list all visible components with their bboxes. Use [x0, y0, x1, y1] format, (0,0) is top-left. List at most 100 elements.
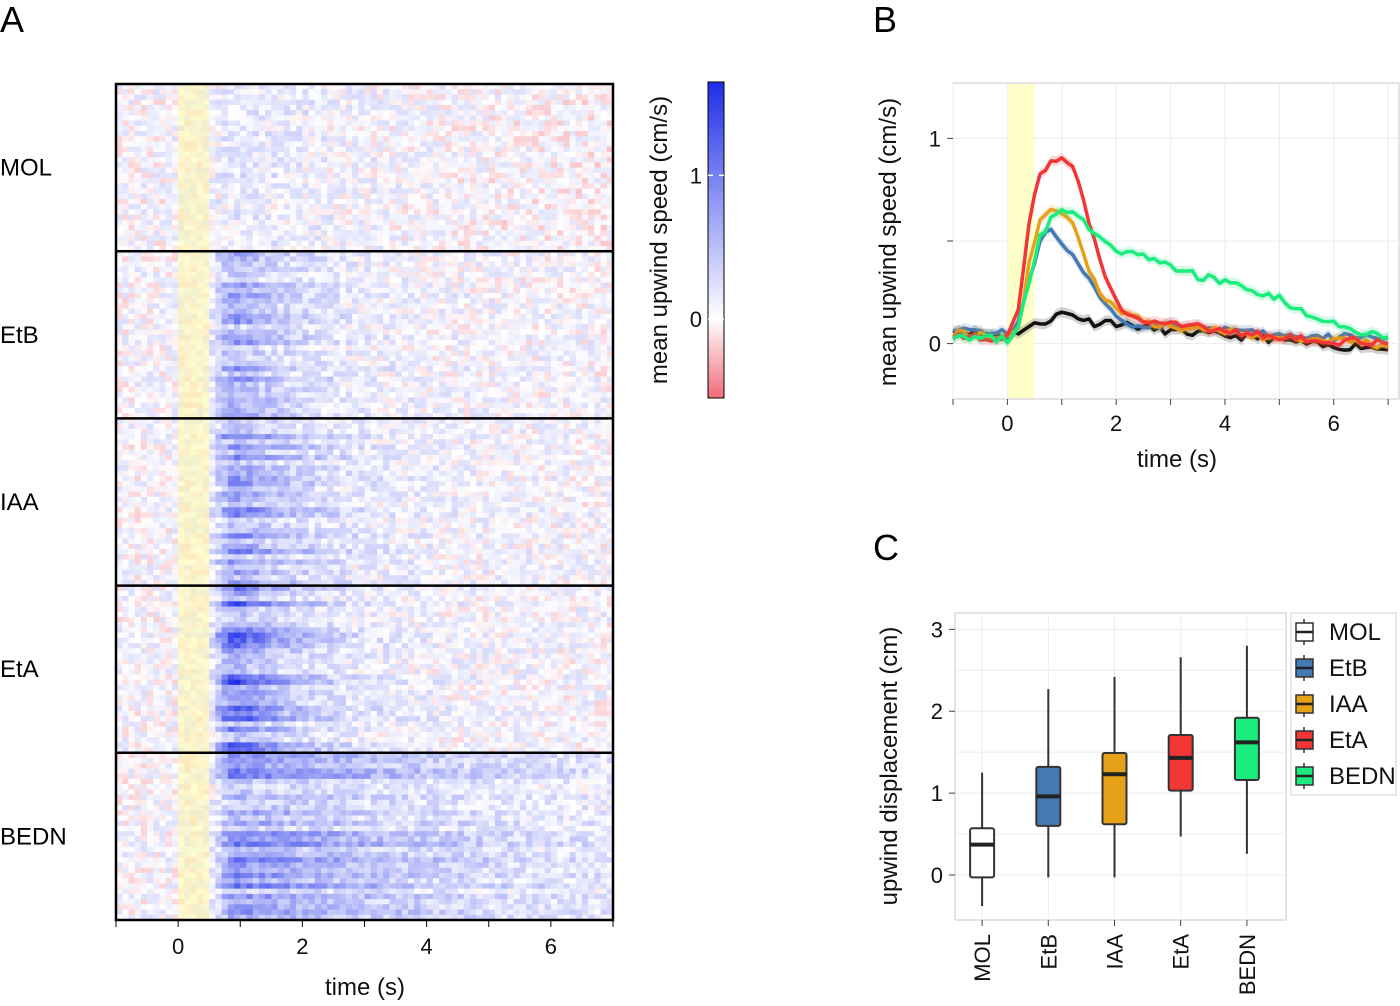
- heatmap-cell: [482, 256, 490, 263]
- heatmap-cell: [463, 282, 471, 289]
- heatmap-cell: [116, 293, 123, 299]
- heatmap-cell: [606, 230, 614, 236]
- heatmap-cell: [234, 110, 241, 116]
- heatmap-cell: [606, 235, 614, 242]
- heatmap-cell: [432, 167, 440, 174]
- heatmap-cell: [234, 324, 241, 330]
- heatmap-cell: [265, 167, 272, 174]
- heatmap-cell: [308, 319, 316, 325]
- heatmap-cell: [289, 193, 297, 200]
- heatmap-cell: [327, 272, 334, 278]
- heatmap-cell: [122, 334, 129, 341]
- heatmap-cell: [308, 261, 316, 268]
- heatmap-cell: [376, 188, 384, 195]
- heatmap-cell: [265, 245, 272, 252]
- heatmap-cell: [140, 131, 148, 137]
- heatmap-cell: [227, 94, 235, 101]
- heatmap-cell: [476, 360, 483, 367]
- heatmap-cell: [240, 146, 247, 153]
- heatmap-cell: [482, 319, 490, 325]
- heatmap-cell: [246, 355, 254, 362]
- heatmap-cell: [414, 272, 421, 278]
- heatmap-cell: [153, 230, 160, 236]
- heatmap-cell: [526, 376, 533, 383]
- heatmap-cell: [606, 94, 614, 101]
- heatmap-cell: [569, 104, 577, 111]
- heatmap-cell: [302, 397, 309, 404]
- heatmap-cell: [302, 188, 309, 195]
- heatmap-cell: [333, 193, 341, 200]
- heatmap-cell: [159, 293, 167, 299]
- heatmap-cell: [221, 120, 229, 127]
- heatmap-cell: [569, 350, 577, 357]
- heatmap-cell: [352, 256, 359, 263]
- heatmap-cell: [494, 162, 502, 169]
- heatmap-cell: [407, 110, 415, 116]
- heatmap-cell: [134, 282, 142, 289]
- heatmap-cell: [439, 355, 446, 362]
- heatmap-cell: [544, 104, 552, 111]
- heatmap-cell: [575, 193, 583, 200]
- heatmap-cell: [252, 261, 260, 268]
- heatmap-cell: [153, 266, 160, 273]
- heatmap-cell: [470, 376, 477, 383]
- heatmap-cell: [128, 136, 136, 142]
- heatmap-cell: [414, 308, 421, 315]
- heatmap-cell: [234, 167, 241, 174]
- heatmap-cell: [389, 188, 396, 195]
- heatmap-cell: [501, 115, 508, 121]
- heatmap-cell: [258, 131, 266, 137]
- heatmap-cell: [401, 371, 409, 378]
- heatmap-cell: [370, 381, 378, 388]
- heatmap-cell: [252, 225, 260, 231]
- heatmap-cell: [470, 355, 477, 362]
- heatmap-cell: [488, 277, 496, 283]
- heatmap-cell: [339, 303, 347, 310]
- heatmap-cell: [122, 219, 129, 226]
- heatmap-cell: [240, 319, 247, 325]
- heatmap-cell: [327, 324, 334, 330]
- heatmap-cell: [271, 303, 278, 310]
- heatmap-cell: [569, 298, 577, 304]
- heatmap-cell: [414, 162, 421, 169]
- heatmap-cell: [345, 157, 353, 163]
- heatmap-cell: [302, 345, 309, 351]
- heatmap-cell: [575, 298, 583, 304]
- heatmap-cell: [376, 308, 384, 315]
- heatmap-cell: [476, 345, 483, 351]
- heatmap-cell: [265, 198, 272, 205]
- heatmap-cell: [258, 407, 266, 414]
- heatmap-cell: [451, 172, 459, 179]
- heatmap-cell: [147, 251, 154, 257]
- heatmap-cell: [383, 219, 390, 226]
- heatmap-cell: [209, 360, 216, 367]
- heatmap-cell: [296, 235, 303, 242]
- heatmap-cell: [271, 162, 278, 169]
- heatmap-cell: [339, 193, 347, 200]
- heatmap-cell: [227, 141, 235, 148]
- heatmap-cell: [420, 397, 428, 404]
- heatmap-cell: [606, 251, 614, 257]
- heatmap-cell: [457, 204, 465, 210]
- heatmap-cell: [457, 157, 465, 163]
- heatmap-cell: [159, 407, 167, 414]
- heatmap-cell: [314, 104, 322, 111]
- heatmap-cell: [575, 313, 583, 320]
- heatmap-cell: [327, 131, 334, 137]
- heatmap-cell: [507, 131, 514, 137]
- heatmap-cell: [432, 131, 440, 137]
- heatmap-cell: [513, 245, 521, 252]
- heatmap-cell: [171, 287, 179, 294]
- heatmap-cell: [333, 392, 341, 398]
- heatmap-cell: [588, 94, 595, 101]
- heatmap-cell: [414, 99, 421, 106]
- heatmap-cell: [600, 345, 608, 351]
- heatmap-cell: [289, 94, 297, 101]
- heatmap-cell: [171, 392, 179, 398]
- heatmap-cell: [134, 188, 142, 195]
- heatmap-cell: [140, 360, 148, 367]
- heatmap-cell: [426, 397, 434, 404]
- heatmap-cell: [501, 272, 508, 278]
- heatmap-cell: [234, 89, 241, 95]
